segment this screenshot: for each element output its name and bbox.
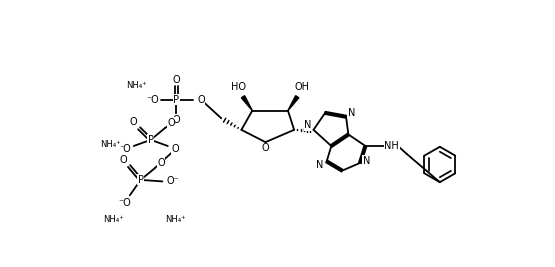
Text: ⁻O: ⁻O — [118, 144, 131, 154]
Text: ⁻O: ⁻O — [146, 95, 159, 105]
Text: ⁻O: ⁻O — [119, 198, 132, 208]
Polygon shape — [241, 96, 253, 111]
Polygon shape — [288, 96, 299, 111]
Text: NH: NH — [385, 141, 399, 151]
Text: O: O — [130, 117, 138, 127]
Text: O: O — [167, 118, 175, 128]
Text: NH₄⁺: NH₄⁺ — [100, 140, 121, 149]
Text: P: P — [148, 135, 154, 145]
Text: N: N — [316, 160, 324, 170]
Text: O: O — [171, 144, 179, 154]
Text: O: O — [173, 115, 180, 125]
Text: N: N — [362, 156, 370, 166]
Text: O: O — [261, 143, 269, 153]
Text: HO: HO — [231, 83, 246, 92]
Text: O: O — [120, 155, 128, 165]
Text: OH: OH — [294, 83, 309, 92]
Text: O⁻: O⁻ — [166, 176, 179, 186]
Text: P: P — [173, 95, 179, 105]
Text: O: O — [157, 158, 165, 168]
Text: O: O — [198, 95, 205, 105]
Text: P: P — [138, 175, 144, 185]
Text: NH₄⁺: NH₄⁺ — [165, 215, 186, 225]
Text: O: O — [173, 75, 180, 85]
Text: N: N — [304, 120, 312, 130]
Text: NH₄⁺: NH₄⁺ — [125, 81, 147, 91]
Text: NH₄⁺: NH₄⁺ — [103, 215, 124, 225]
Text: N: N — [348, 108, 355, 118]
